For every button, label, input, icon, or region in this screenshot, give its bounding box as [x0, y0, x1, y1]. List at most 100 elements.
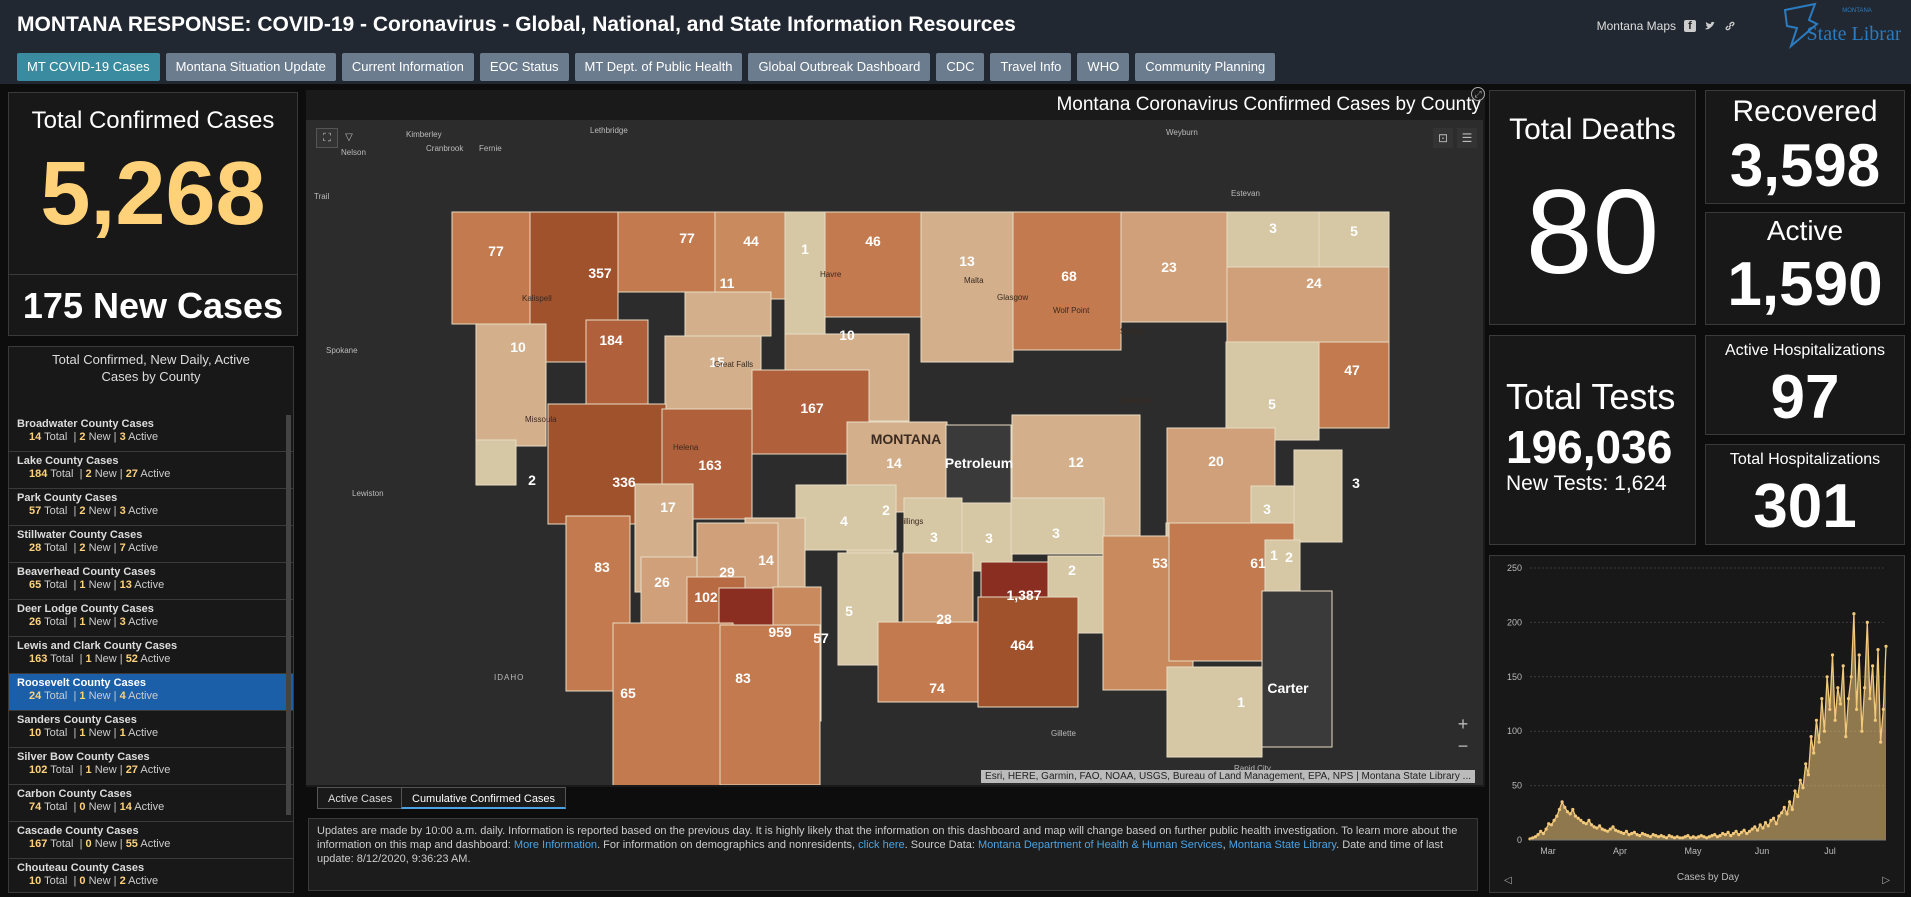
chart-point[interactable]: [1614, 828, 1618, 832]
county-shape[interactable]: [1012, 211, 1122, 351]
chart-point[interactable]: [1758, 823, 1762, 827]
chart-point[interactable]: [1603, 828, 1607, 832]
chart-point[interactable]: [1630, 831, 1634, 836]
chart-point[interactable]: [1670, 835, 1674, 839]
county-shape[interactable]: [714, 211, 786, 300]
chart-point[interactable]: [1849, 675, 1853, 679]
chart-point[interactable]: [1801, 786, 1805, 790]
chart-prev-icon[interactable]: ◁: [1504, 875, 1512, 886]
chart-point[interactable]: [1718, 834, 1722, 838]
chart-point[interactable]: [1731, 831, 1735, 836]
chart-point[interactable]: [1622, 831, 1626, 836]
chart-point[interactable]: [1844, 735, 1848, 739]
county-shape[interactable]: [617, 211, 716, 293]
county-shape[interactable]: [451, 211, 531, 325]
chart-point[interactable]: [1563, 805, 1567, 809]
county-list-item[interactable]: Stillwater County Cases 28 Total | 2 New …: [9, 526, 293, 563]
county-shape[interactable]: [1318, 341, 1390, 429]
county-list-item[interactable]: Cascade County Cases 167 Total | 0 New | …: [9, 822, 293, 859]
chart-point[interactable]: [1608, 827, 1612, 831]
zoom-out-button[interactable]: −: [1457, 736, 1469, 756]
county-shape[interactable]: [1120, 211, 1228, 323]
chart-point[interactable]: [1571, 807, 1575, 812]
county-shape[interactable]: [719, 624, 821, 785]
chart-point[interactable]: [1804, 762, 1808, 766]
county-list-item[interactable]: Roosevelt County Cases 24 Total | 1 New |…: [9, 674, 293, 711]
county-list-item[interactable]: Chouteau County Cases 10 Total | 0 New | …: [9, 859, 293, 892]
chart-point[interactable]: [1798, 778, 1802, 782]
chart-point[interactable]: [1598, 824, 1602, 828]
county-shape[interactable]: [877, 621, 979, 703]
chart-point[interactable]: [1557, 807, 1561, 812]
chart-point[interactable]: [1549, 823, 1553, 827]
chart-point[interactable]: [1681, 836, 1685, 840]
more-information-link[interactable]: More Information: [513, 839, 598, 851]
chart-point[interactable]: [1619, 830, 1623, 834]
chart-point[interactable]: [1635, 833, 1639, 837]
chart-point[interactable]: [1737, 833, 1741, 837]
chart-next-icon[interactable]: ▷: [1882, 875, 1890, 886]
chart-point[interactable]: [1857, 653, 1861, 657]
chart-point[interactable]: [1533, 835, 1537, 839]
chart-point[interactable]: [1624, 829, 1628, 833]
chart-point[interactable]: [1568, 812, 1572, 816]
county-shape[interactable]: [475, 323, 547, 447]
county-shape[interactable]: [1318, 211, 1390, 268]
chart-point[interactable]: [1689, 836, 1693, 840]
chart-point[interactable]: [1793, 789, 1797, 793]
chart-point[interactable]: [1600, 827, 1604, 831]
chart-point[interactable]: [1656, 835, 1661, 839]
chart-point[interactable]: [1664, 836, 1669, 840]
chart-point[interactable]: [1855, 707, 1859, 711]
chart-point[interactable]: [1879, 740, 1883, 744]
dropdown-toggle-icon[interactable]: ▽: [345, 132, 353, 143]
chart-point[interactable]: [1753, 825, 1757, 829]
chart-point[interactable]: [1675, 835, 1679, 839]
county-shape[interactable]: [1225, 341, 1320, 441]
county-list[interactable]: Broadwater County Cases 14 Total | 2 New …: [9, 415, 293, 892]
county-list-item[interactable]: Park County Cases 57 Total | 2 New | 3 Ac…: [9, 489, 293, 526]
chart-point[interactable]: [1581, 821, 1586, 825]
tab-travel-info[interactable]: Travel Info: [990, 53, 1072, 81]
chart-point[interactable]: [1651, 833, 1655, 837]
chart-point[interactable]: [1697, 835, 1701, 839]
tab-cdc[interactable]: CDC: [936, 53, 985, 81]
chart-point[interactable]: [1777, 814, 1781, 818]
county-list-scrollbar[interactable]: [286, 415, 291, 815]
chart-point[interactable]: [1672, 836, 1677, 840]
chart-point[interactable]: [1552, 818, 1556, 822]
chart-point[interactable]: [1774, 822, 1778, 826]
county-list-item[interactable]: Beaverhead County Cases 65 Total | 1 New …: [9, 563, 293, 600]
chart-point[interactable]: [1555, 814, 1559, 818]
chart-point[interactable]: [1576, 816, 1580, 820]
chart-point[interactable]: [1833, 718, 1837, 722]
chart-point[interactable]: [1541, 831, 1545, 836]
county-list-item[interactable]: Silver Bow County Cases 102 Total | 1 New…: [9, 748, 293, 785]
chart-point[interactable]: [1547, 822, 1551, 826]
county-list-item[interactable]: Sanders County Cases 10 Total | 1 New | 1…: [9, 711, 293, 748]
chart-point[interactable]: [1863, 686, 1867, 690]
tab-montana-situation-update[interactable]: Montana Situation Update: [165, 53, 336, 81]
chart-point[interactable]: [1742, 828, 1746, 832]
tab-mt-covid-cases[interactable]: MT COVID-19 Cases: [17, 53, 160, 81]
chart-point[interactable]: [1691, 835, 1695, 839]
dphhs-link[interactable]: Montana Department of Health & Human Ser…: [978, 839, 1223, 851]
chart-point[interactable]: [1809, 735, 1813, 739]
county-shape[interactable]: [664, 335, 762, 411]
select-tool-icon[interactable]: ⛶: [316, 128, 338, 148]
chart-point[interactable]: [1873, 718, 1877, 722]
legend-list-icon[interactable]: ☰: [1457, 128, 1477, 148]
chart-point[interactable]: [1606, 829, 1610, 833]
chart-point[interactable]: [1640, 831, 1644, 836]
chart-point[interactable]: [1627, 833, 1631, 837]
chart-point[interactable]: [1715, 835, 1719, 839]
chart-point[interactable]: [1573, 814, 1578, 818]
montana-maps-link[interactable]: Montana Maps: [1596, 19, 1676, 33]
chart-point[interactable]: [1761, 826, 1765, 830]
county-shape[interactable]: [612, 622, 734, 785]
county-shape[interactable]: [684, 291, 772, 337]
chart-point[interactable]: [1560, 800, 1564, 804]
chart-point[interactable]: [1579, 818, 1583, 822]
chart-point[interactable]: [1763, 821, 1768, 825]
